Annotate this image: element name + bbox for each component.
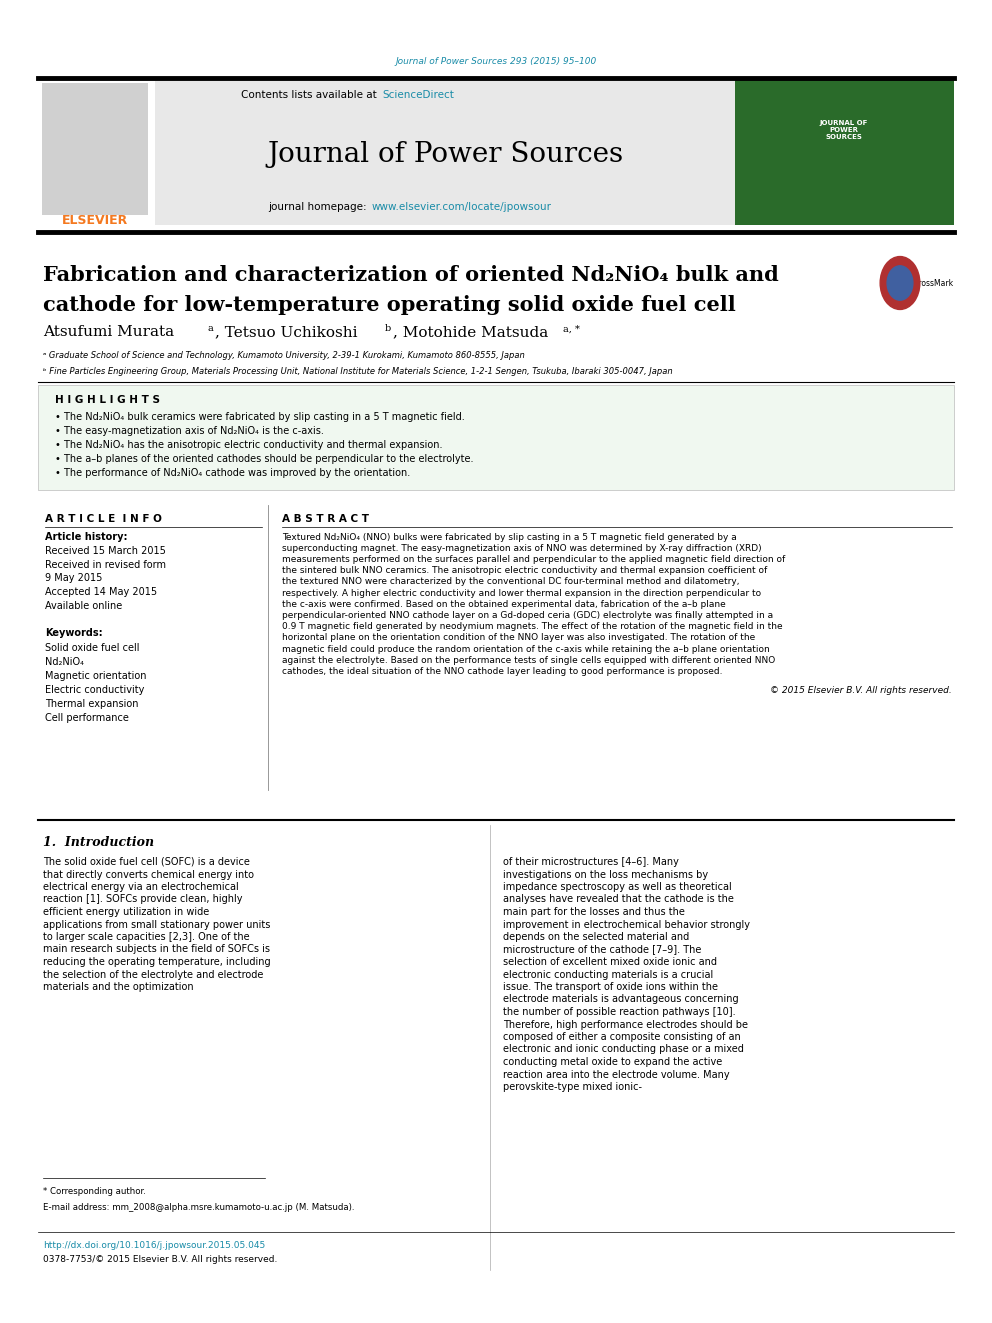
Text: reaction [1]. SOFCs provide clean, highly: reaction [1]. SOFCs provide clean, highl…: [43, 894, 242, 905]
Text: the selection of the electrolyte and electrode: the selection of the electrolyte and ele…: [43, 970, 263, 979]
Text: b: b: [385, 324, 391, 333]
Text: perpendicular-oriented NNO cathode layer on a Gd-doped ceria (GDC) electrolyte w: perpendicular-oriented NNO cathode layer…: [282, 611, 773, 620]
Text: Received in revised form: Received in revised form: [45, 560, 166, 570]
Text: CrossMark: CrossMark: [914, 279, 954, 287]
Text: that directly converts chemical energy into: that directly converts chemical energy i…: [43, 869, 254, 880]
Text: investigations on the loss mechanisms by: investigations on the loss mechanisms by: [503, 869, 708, 880]
Text: microstructure of the cathode [7–9]. The: microstructure of the cathode [7–9]. The: [503, 945, 701, 954]
Text: • The a–b planes of the oriented cathodes should be perpendicular to the electro: • The a–b planes of the oriented cathode…: [55, 454, 473, 464]
Text: issue. The transport of oxide ions within the: issue. The transport of oxide ions withi…: [503, 982, 718, 992]
Text: perovskite-type mixed ionic-: perovskite-type mixed ionic-: [503, 1082, 642, 1091]
Text: cathodes, the ideal situation of the NNO cathode layer leading to good performan: cathodes, the ideal situation of the NNO…: [282, 667, 722, 676]
Text: ᵇ Fine Particles Engineering Group, Materials Processing Unit, National Institut: ᵇ Fine Particles Engineering Group, Mate…: [43, 366, 673, 376]
Text: Therefore, high performance electrodes should be: Therefore, high performance electrodes s…: [503, 1020, 748, 1029]
Text: • The Nd₂NiO₄ bulk ceramics were fabricated by slip casting in a 5 T magnetic fi: • The Nd₂NiO₄ bulk ceramics were fabrica…: [55, 411, 464, 422]
Text: JOURNAL OF
POWER
SOURCES: JOURNAL OF POWER SOURCES: [819, 120, 868, 140]
Text: Thermal expansion: Thermal expansion: [45, 699, 139, 709]
Text: electronic and ionic conducting phase or a mixed: electronic and ionic conducting phase or…: [503, 1044, 744, 1054]
Text: reaction area into the electrode volume. Many: reaction area into the electrode volume.…: [503, 1069, 730, 1080]
Text: the textured NNO were characterized by the conventional DC four-terminal method : the textured NNO were characterized by t…: [282, 577, 739, 586]
Text: © 2015 Elsevier B.V. All rights reserved.: © 2015 Elsevier B.V. All rights reserved…: [770, 687, 952, 695]
Bar: [38, 78, 155, 225]
Text: the sintered bulk NNO ceramics. The anisotropic electric conductivity and therma: the sintered bulk NNO ceramics. The anis…: [282, 566, 767, 576]
Text: Available online: Available online: [45, 601, 122, 611]
Text: main research subjects in the field of SOFCs is: main research subjects in the field of S…: [43, 945, 270, 954]
Text: Textured Nd₂NiO₄ (NNO) bulks were fabricated by slip casting in a 5 T magnetic f: Textured Nd₂NiO₄ (NNO) bulks were fabric…: [282, 532, 737, 541]
Bar: [42, 83, 148, 216]
Text: of their microstructures [4–6]. Many: of their microstructures [4–6]. Many: [503, 857, 679, 867]
Text: electrical energy via an electrochemical: electrical energy via an electrochemical: [43, 882, 239, 892]
Text: measurements performed on the surfaces parallel and perpendicular to the applied: measurements performed on the surfaces p…: [282, 554, 786, 564]
Text: www.elsevier.com/locate/jpowsour: www.elsevier.com/locate/jpowsour: [372, 202, 552, 212]
Text: • The Nd₂NiO₄ has the anisotropic electric conductivity and thermal expansion.: • The Nd₂NiO₄ has the anisotropic electr…: [55, 441, 442, 450]
Text: The solid oxide fuel cell (SOFC) is a device: The solid oxide fuel cell (SOFC) is a de…: [43, 857, 250, 867]
Text: Contents lists available at: Contents lists available at: [241, 90, 380, 101]
Text: efficient energy utilization in wide: efficient energy utilization in wide: [43, 908, 209, 917]
Text: • The easy-magnetization axis of Nd₂NiO₄ is the c-axis.: • The easy-magnetization axis of Nd₂NiO₄…: [55, 426, 323, 437]
Text: Cell performance: Cell performance: [45, 713, 129, 722]
Text: ᵃ Graduate School of Science and Technology, Kumamoto University, 2-39-1 Kurokam: ᵃ Graduate School of Science and Technol…: [43, 352, 525, 360]
Text: depends on the selected material and: depends on the selected material and: [503, 931, 689, 942]
Text: main part for the losses and thus the: main part for the losses and thus the: [503, 908, 684, 917]
Text: * Corresponding author.: * Corresponding author.: [43, 1188, 146, 1196]
Text: • The performance of Nd₂NiO₄ cathode was improved by the orientation.: • The performance of Nd₂NiO₄ cathode was…: [55, 468, 411, 478]
Text: Nd₂NiO₄: Nd₂NiO₄: [45, 658, 84, 667]
Text: 0378-7753/© 2015 Elsevier B.V. All rights reserved.: 0378-7753/© 2015 Elsevier B.V. All right…: [43, 1256, 278, 1265]
Text: 1.  Introduction: 1. Introduction: [43, 836, 154, 848]
Text: cathode for low-temperature operating solid oxide fuel cell: cathode for low-temperature operating so…: [43, 295, 736, 315]
Text: A B S T R A C T: A B S T R A C T: [282, 515, 369, 524]
Text: selection of excellent mixed oxide ionic and: selection of excellent mixed oxide ionic…: [503, 957, 717, 967]
Text: 0.9 T magnetic field generated by neodymium magnets. The effect of the rotation : 0.9 T magnetic field generated by neodym…: [282, 622, 783, 631]
Text: Keywords:: Keywords:: [45, 628, 102, 638]
Text: ScienceDirect: ScienceDirect: [382, 90, 454, 101]
Text: reducing the operating temperature, including: reducing the operating temperature, incl…: [43, 957, 271, 967]
Text: http://dx.doi.org/10.1016/j.jpowsour.2015.05.045: http://dx.doi.org/10.1016/j.jpowsour.201…: [43, 1241, 265, 1249]
Text: composed of either a composite consisting of an: composed of either a composite consistin…: [503, 1032, 741, 1043]
Text: electrode materials is advantageous concerning: electrode materials is advantageous conc…: [503, 995, 739, 1004]
Circle shape: [880, 257, 920, 310]
Text: respectively. A higher electric conductivity and lower thermal expansion in the : respectively. A higher electric conducti…: [282, 589, 761, 598]
Text: a: a: [207, 324, 212, 333]
Text: impedance spectroscopy as well as theoretical: impedance spectroscopy as well as theore…: [503, 882, 732, 892]
Text: applications from small stationary power units: applications from small stationary power…: [43, 919, 271, 930]
Text: A R T I C L E  I N F O: A R T I C L E I N F O: [45, 515, 162, 524]
Text: E-mail address: mm_2008@alpha.msre.kumamoto-u.ac.jp (M. Matsuda).: E-mail address: mm_2008@alpha.msre.kumam…: [43, 1203, 354, 1212]
Text: Electric conductivity: Electric conductivity: [45, 685, 145, 695]
Text: Fabrication and characterization of oriented Nd₂NiO₄ bulk and: Fabrication and characterization of orie…: [43, 265, 779, 284]
Text: Received 15 March 2015: Received 15 March 2015: [45, 546, 166, 556]
Text: horizontal plane on the orientation condition of the NNO layer was also investig: horizontal plane on the orientation cond…: [282, 634, 755, 642]
Text: electronic conducting materials is a crucial: electronic conducting materials is a cru…: [503, 970, 713, 979]
Text: , Tetsuo Uchikoshi: , Tetsuo Uchikoshi: [215, 325, 362, 339]
Text: journal homepage:: journal homepage:: [268, 202, 370, 212]
Text: Journal of Power Sources: Journal of Power Sources: [267, 142, 623, 168]
Text: Journal of Power Sources 293 (2015) 95–100: Journal of Power Sources 293 (2015) 95–1…: [396, 57, 596, 66]
Text: a, *: a, *: [563, 324, 580, 333]
Text: H I G H L I G H T S: H I G H L I G H T S: [55, 396, 160, 405]
Text: 9 May 2015: 9 May 2015: [45, 573, 102, 583]
Text: the c-axis were confirmed. Based on the obtained experimental data, fabrication : the c-axis were confirmed. Based on the …: [282, 599, 726, 609]
Text: analyses have revealed that the cathode is the: analyses have revealed that the cathode …: [503, 894, 734, 905]
Text: Article history:: Article history:: [45, 532, 128, 542]
Text: , Motohide Matsuda: , Motohide Matsuda: [393, 325, 554, 339]
FancyBboxPatch shape: [38, 385, 954, 490]
Text: Accepted 14 May 2015: Accepted 14 May 2015: [45, 587, 157, 597]
Circle shape: [887, 266, 913, 300]
Text: Solid oxide fuel cell: Solid oxide fuel cell: [45, 643, 140, 654]
Text: superconducting magnet. The easy-magnetization axis of NNO was determined by X-r: superconducting magnet. The easy-magneti…: [282, 544, 762, 553]
Text: against the electrolyte. Based on the performance tests of single cells equipped: against the electrolyte. Based on the pe…: [282, 656, 776, 664]
Text: conducting metal oxide to expand the active: conducting metal oxide to expand the act…: [503, 1057, 722, 1068]
FancyBboxPatch shape: [155, 78, 735, 225]
Text: magnetic field could produce the random orientation of the c-axis while retainin: magnetic field could produce the random …: [282, 644, 770, 654]
Text: improvement in electrochemical behavior strongly: improvement in electrochemical behavior …: [503, 919, 750, 930]
Text: ELSEVIER: ELSEVIER: [62, 213, 128, 226]
Text: materials and the optimization: materials and the optimization: [43, 982, 193, 992]
Text: Atsufumi Murata: Atsufumi Murata: [43, 325, 179, 339]
Text: Magnetic orientation: Magnetic orientation: [45, 671, 147, 681]
Text: to larger scale capacities [2,3]. One of the: to larger scale capacities [2,3]. One of…: [43, 931, 250, 942]
Bar: [735, 78, 954, 225]
Text: the number of possible reaction pathways [10].: the number of possible reaction pathways…: [503, 1007, 736, 1017]
